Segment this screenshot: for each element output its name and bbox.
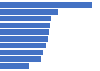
Bar (0, 2, 92, 8)
Bar (0, 43, 46, 48)
Bar (0, 57, 41, 62)
Bar (0, 9, 58, 14)
Bar (0, 63, 29, 69)
Bar (0, 29, 49, 35)
Bar (0, 36, 48, 42)
Bar (0, 16, 51, 21)
Bar (0, 50, 43, 55)
Bar (0, 23, 50, 28)
